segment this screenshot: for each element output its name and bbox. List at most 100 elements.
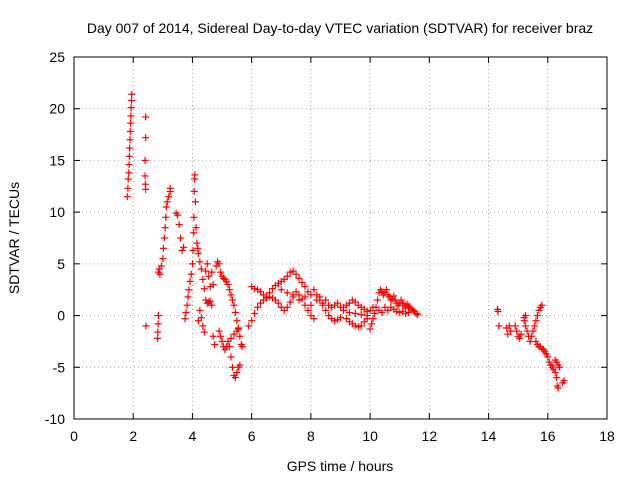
data-point [494,307,502,315]
data-point [298,278,306,286]
data-point [378,308,386,316]
data-point [554,384,562,392]
data-point [544,353,552,361]
data-point [357,322,365,330]
data-point [225,286,233,294]
data-point [304,306,312,314]
data-point [125,152,133,160]
data-point [215,260,223,268]
data-point [397,296,405,304]
data-point [224,281,232,289]
data-point [190,229,198,237]
data-point [402,303,410,311]
data-point [224,337,232,345]
data-point [538,345,546,353]
data-point [154,328,162,336]
data-point [342,315,350,323]
data-point [233,368,241,376]
data-point [412,310,420,318]
data-point [268,285,276,293]
y-tick-label: 20 [49,101,65,117]
x-tick-label: 4 [189,428,197,444]
data-point [325,312,333,320]
data-point [125,161,133,169]
data-point [124,175,132,183]
data-point [388,295,396,303]
data-point [166,184,174,192]
chart-title: Day 007 of 2014, Sidereal Day-to-day VTE… [87,20,593,36]
data-point [193,239,201,247]
data-point [123,193,131,201]
data-point [274,299,282,307]
data-point [142,113,150,121]
data-point [522,312,530,320]
data-point [289,293,297,301]
plot-area-frame [73,56,608,420]
data-point [178,246,186,254]
data-point [529,327,537,335]
data-point [208,301,216,309]
data-point [523,327,531,335]
data-point [141,172,149,180]
data-point [319,299,327,307]
data-point [197,265,205,273]
data-point [322,306,330,314]
data-point [301,301,309,309]
data-point [200,285,208,293]
data-point [357,311,365,319]
x-tick-label: 8 [307,428,315,444]
data-point [188,260,196,268]
data-point [366,325,374,333]
data-point [230,330,238,338]
data-point [177,234,185,242]
data-point [283,289,291,297]
data-point [310,315,318,323]
data-point [205,298,213,306]
data-point [142,134,150,142]
data-point [530,322,538,330]
data-point [354,323,362,331]
data-point [142,185,150,193]
data-point [183,301,191,309]
data-point [159,255,167,263]
data-point [163,198,171,206]
data-point [316,293,324,301]
data-point [292,270,300,278]
data-point [277,286,285,294]
data-point [532,337,540,345]
data-point [196,306,204,314]
data-point [225,343,233,351]
x-tick-label: 16 [540,428,556,444]
data-point [236,332,244,340]
data-point [382,286,390,294]
data-point [553,358,561,366]
data-point [413,311,421,319]
data-point [124,184,132,192]
data-point [127,119,135,127]
data-point [390,292,398,300]
data-series [123,90,568,392]
data-point [208,268,216,276]
y-axis-label: SDTVAR / TECUs [6,182,22,294]
data-point [307,301,315,309]
data-point [504,330,512,338]
data-point [511,322,519,330]
data-point [351,322,359,330]
data-point [191,198,199,206]
data-point [301,293,309,301]
data-point [371,310,379,318]
data-point [334,299,342,307]
data-point [191,171,199,179]
data-point [368,320,376,328]
data-point [532,317,540,325]
data-point [254,303,262,311]
data-point [375,289,383,297]
data-point [190,187,198,195]
data-point [202,267,210,275]
data-point [283,272,291,280]
data-point [217,268,225,276]
data-point [409,306,417,314]
data-point [238,343,246,351]
